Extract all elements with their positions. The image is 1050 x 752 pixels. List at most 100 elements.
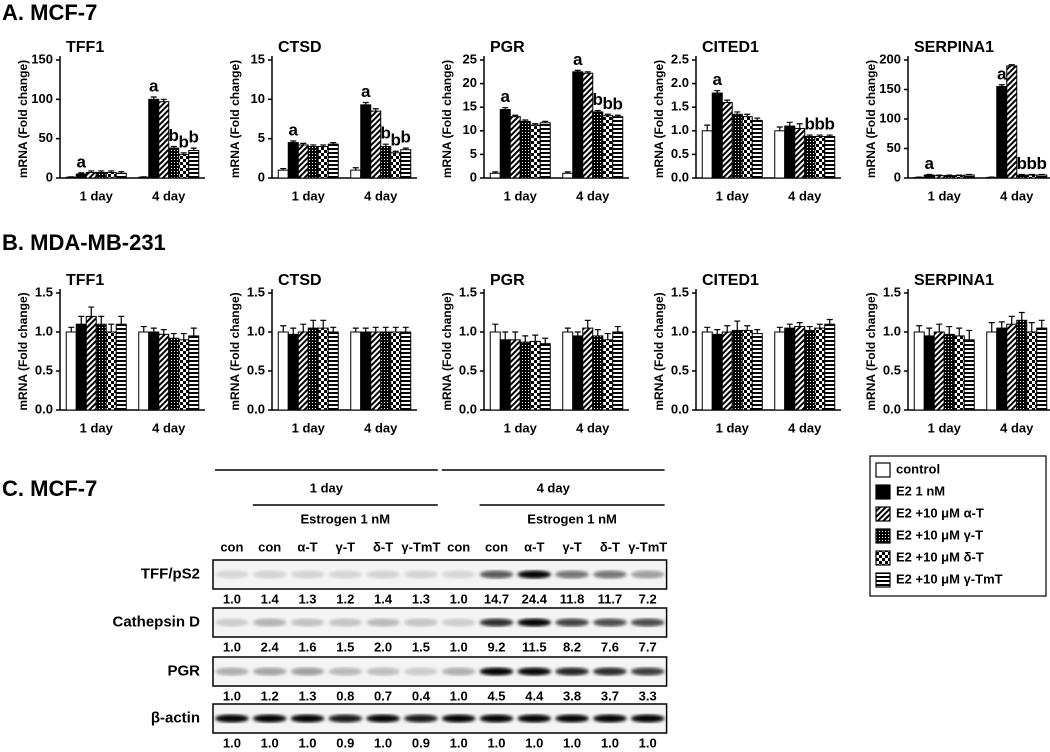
y-tick-label: 0 xyxy=(46,169,53,184)
blot-band xyxy=(328,714,363,723)
error-bar xyxy=(998,321,1005,329)
significance-letter: b xyxy=(169,126,179,145)
error-bar xyxy=(330,326,337,332)
bar xyxy=(943,333,955,411)
error-bar xyxy=(966,329,973,340)
bar xyxy=(158,101,170,179)
error-bar xyxy=(300,142,307,145)
bar xyxy=(380,331,392,411)
y-tick-label: 200 xyxy=(879,51,901,66)
bar xyxy=(592,111,604,179)
bar xyxy=(731,329,743,411)
bar xyxy=(953,335,965,411)
error-bar xyxy=(522,335,529,343)
bar xyxy=(350,169,362,179)
quantification: 1.4 xyxy=(261,591,280,606)
blot-band xyxy=(366,618,400,627)
x-tick-label: 4 day xyxy=(576,188,610,203)
significance-letter: a xyxy=(77,152,87,171)
quantification: 1.0 xyxy=(223,639,241,654)
x-tick-label: 4 day xyxy=(788,420,822,435)
y-tick-label: 1.0 xyxy=(671,122,689,137)
quantification: 0.8 xyxy=(336,688,354,703)
bar xyxy=(814,327,826,411)
bar xyxy=(539,343,551,411)
blot-band xyxy=(517,714,552,723)
y-tick-label: 1.5 xyxy=(247,284,265,299)
bar xyxy=(499,109,511,179)
bar xyxy=(489,331,501,411)
blot-band xyxy=(215,667,249,676)
blot-band xyxy=(366,570,400,579)
y-axis-label: mRNA (Fold change) xyxy=(440,60,454,178)
error-bar xyxy=(150,96,157,100)
blot-band xyxy=(252,570,287,579)
bar xyxy=(784,327,796,411)
bar xyxy=(592,335,604,411)
bar xyxy=(75,173,87,179)
error-bar xyxy=(150,327,157,332)
y-tick-label: 25 xyxy=(463,51,477,66)
significance-letter: b xyxy=(401,128,411,147)
chart-title: CITED1 xyxy=(702,39,759,56)
error-bar xyxy=(320,144,327,147)
y-tick-label: 0 xyxy=(470,169,477,184)
bar xyxy=(115,172,127,179)
error-bar xyxy=(310,319,317,329)
bar xyxy=(148,331,160,411)
chart-title: TFF1 xyxy=(66,39,104,56)
error-bar xyxy=(402,326,409,332)
quantification: 1.0 xyxy=(450,735,468,750)
significance-letter: b xyxy=(1017,154,1027,173)
bar xyxy=(562,331,574,411)
error-bar xyxy=(180,152,187,155)
error-bar xyxy=(744,325,751,331)
bar xyxy=(721,101,733,179)
bar xyxy=(297,331,309,411)
bar xyxy=(794,127,806,179)
bar xyxy=(1006,323,1018,411)
bar xyxy=(148,98,160,179)
bar xyxy=(1036,174,1048,179)
bar xyxy=(572,335,584,411)
legend-label: E2 +10 μM γ-T xyxy=(896,527,983,542)
y-tick-label: 1.0 xyxy=(247,323,265,338)
quantification: 2.4 xyxy=(261,639,280,654)
blot-band xyxy=(593,618,627,627)
y-tick-label: 1.5 xyxy=(883,284,901,299)
y-tick-label: 50 xyxy=(39,130,53,145)
bar xyxy=(307,146,319,179)
error-bar xyxy=(170,332,177,339)
quantification: 1.2 xyxy=(336,591,354,606)
error-bar xyxy=(280,325,287,332)
quantification: 1.0 xyxy=(298,735,316,750)
quantification: 1.3 xyxy=(298,591,316,606)
bar xyxy=(287,142,299,179)
error-bar xyxy=(1028,322,1035,332)
blot-band xyxy=(441,618,476,627)
error-bar xyxy=(816,323,823,329)
error-bar xyxy=(108,170,115,173)
bar xyxy=(913,331,925,411)
error-bar xyxy=(988,322,995,332)
significance-letter: b xyxy=(603,94,613,113)
y-tick-label: 0.5 xyxy=(459,362,477,377)
blot-band xyxy=(630,570,665,579)
quantification: 3.7 xyxy=(601,688,619,703)
y-tick-label: 1.5 xyxy=(459,284,477,299)
bar xyxy=(751,333,763,411)
y-axis-label: mRNA (Fold change) xyxy=(864,292,878,410)
blot-band xyxy=(630,714,665,723)
bar xyxy=(953,175,965,179)
error-bar xyxy=(320,319,327,329)
blot-band xyxy=(555,667,589,676)
bar xyxy=(1036,327,1048,411)
blot-band xyxy=(517,667,552,676)
bar xyxy=(168,337,180,411)
y-tick-label: 0 xyxy=(258,169,265,184)
quantification: 1.2 xyxy=(261,688,279,703)
bar xyxy=(1006,65,1018,179)
y-axis-label: mRNA (Fold change) xyxy=(864,60,878,178)
significance-letter: a xyxy=(573,50,583,69)
